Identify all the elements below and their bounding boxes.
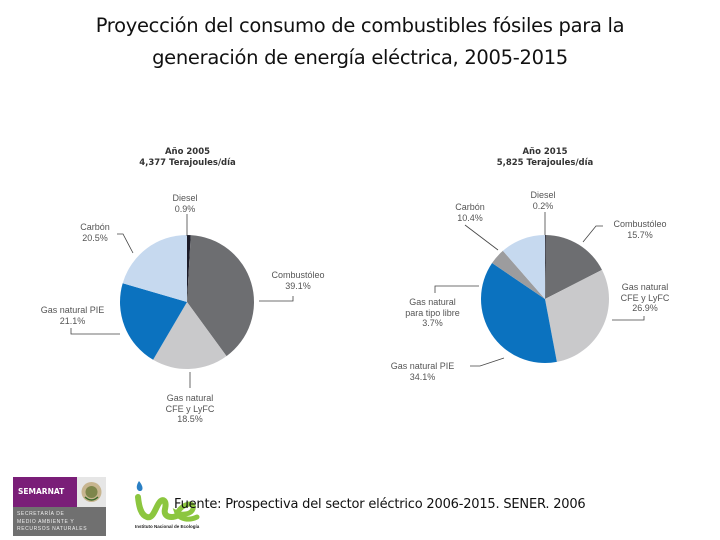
- label-name: Gas natural: [166, 393, 214, 403]
- label-name: Gas natural PIE: [390, 361, 455, 371]
- leader-cfe-2015: [612, 316, 645, 321]
- leader-libre-2015: [434, 285, 479, 293]
- pie-chart-2015: Año 2015 5,825 Terajoules/día Diesel 0.2…: [375, 147, 680, 382]
- label-libre-2015: Gas natural para tipo libre 3.7%: [390, 297, 475, 329]
- label-value: 0.2%: [532, 200, 554, 211]
- label-value: 15.7%: [627, 229, 653, 240]
- semarnat-subtitle: SECRETARÍA DE MEDIO AMBIENTE Y RECURSOS …: [13, 507, 106, 536]
- label-pie-2015: Gas natural PIE 34.1%: [375, 361, 470, 382]
- pie-slice-diesel: [545, 235, 546, 299]
- label-name: Gas natural: [621, 282, 669, 292]
- label-pie-2005: Gas natural PIE 21.1%: [25, 305, 120, 326]
- pie-slice-gas_cfe: [545, 269, 610, 362]
- label-name: Combustóleo: [613, 219, 667, 229]
- pie-slice-diesel: [187, 235, 191, 302]
- title-line-2: generación de energía eléctrica, 2005-20…: [152, 46, 568, 69]
- chart-2015-total: 5,825 Terajoules/día: [496, 158, 594, 168]
- label-combustoleo-2015: Combustóleo 15.7%: [600, 219, 680, 240]
- leader-pie-2005: [70, 328, 120, 335]
- pie-slice-carbon: [502, 235, 545, 299]
- label-diesel-2005: Diesel 0.9%: [160, 193, 210, 214]
- label-value: 39.1%: [285, 280, 311, 291]
- label-value: 20.5%: [82, 232, 108, 243]
- semarnat-logo: SEMARNAT SECRETARÍA DE MEDIO AMBIENTE Y …: [13, 477, 106, 536]
- pie-slice-combustoleo: [187, 235, 254, 357]
- label-name: Carbón: [455, 202, 485, 212]
- label-value: 3.7%: [422, 318, 443, 328]
- label-diesel-2015: Diesel 0.2%: [518, 190, 568, 211]
- label-name: Gas natural PIE: [40, 305, 105, 315]
- label-value: 34.1%: [409, 371, 436, 382]
- pie-2015-svg: [434, 212, 645, 367]
- leader-pie-2015: [470, 357, 505, 367]
- semarnat-wordmark: SEMARNAT: [13, 477, 77, 507]
- label-name: Diesel: [530, 190, 556, 200]
- label-value: 21.1%: [59, 315, 86, 326]
- pie-slice-gas_pie: [120, 283, 187, 360]
- slide-title: Proyección del consumo de combustibles f…: [0, 10, 720, 74]
- pie-chart-2005: Año 2005 4,377 Terajoules/día Diesel 0.9…: [0, 0, 360, 470]
- title-line-1: Proyección del consumo de combustibles f…: [95, 14, 625, 37]
- leader-carbon-2005: [117, 233, 134, 254]
- label-name: Carbón: [80, 222, 110, 232]
- label-name: Combustóleo: [271, 270, 325, 280]
- chart-2005-header: Año 2005 4,377 Terajoules/día: [120, 147, 255, 169]
- pie-slice-gas_libre: [492, 250, 545, 299]
- pie-slice-combustoleo: [545, 235, 602, 299]
- mexico-coat-of-arms-icon: [77, 477, 106, 507]
- ine-mark-icon: [135, 481, 200, 522]
- label-value: 18.5%: [177, 414, 203, 424]
- pie-slice-gas_pie: [481, 263, 557, 363]
- pie-slice-carbon: [122, 235, 187, 302]
- pie-2005-slices: [120, 235, 254, 369]
- label-name-2: CFE y LyFC: [620, 292, 670, 303]
- leader-carbon-2015: [464, 224, 499, 251]
- pie-2015-slices: [481, 235, 610, 363]
- label-combustoleo-2005: Combustóleo 39.1%: [258, 270, 338, 291]
- ine-caption: Instituto Nacional de Ecología: [135, 524, 200, 529]
- leader-combustoleo-2015: [582, 225, 603, 243]
- chart-2005-total: 4,377 Terajoules/día: [139, 158, 236, 168]
- label-value: 0.9%: [174, 203, 196, 214]
- label-value: 10.4%: [457, 212, 483, 223]
- chart-2005-year: Año 2005: [164, 147, 211, 157]
- label-name-2: CFE y LyFC: [165, 403, 215, 414]
- chart-2015-year: Año 2015: [522, 147, 568, 157]
- label-cfe-2015: Gas natural CFE y LyFC 26.9%: [610, 282, 680, 314]
- label-cfe-2005: Gas natural CFE y LyFC 18.5%: [150, 393, 230, 425]
- label-carbon-2005: Carbón 20.5%: [70, 222, 120, 243]
- label-name-2: para tipo libre: [405, 307, 460, 318]
- leader-combustoleo-2005: [259, 296, 294, 302]
- pie-2005-svg: [70, 214, 294, 388]
- label-value: 26.9%: [632, 303, 658, 313]
- label-carbon-2015: Carbón 10.4%: [445, 202, 495, 223]
- label-name: Gas natural: [409, 297, 456, 307]
- ine-logo: Instituto Nacional de Ecología: [133, 477, 213, 537]
- source-note: Fuente: Prospectiva del sector eléctrico…: [174, 497, 586, 512]
- label-name: Diesel: [172, 193, 198, 203]
- pie-slice-gas_cfe: [153, 302, 227, 369]
- chart-2015-header: Año 2015 5,825 Terajoules/día: [470, 147, 620, 169]
